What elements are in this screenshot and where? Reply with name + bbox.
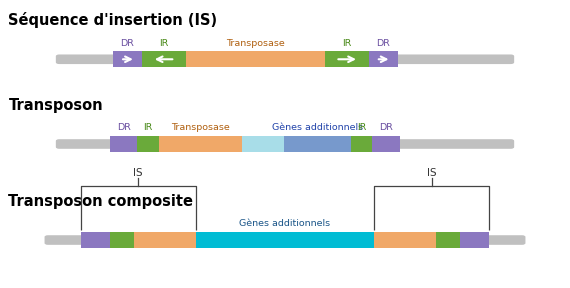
Bar	[196, 232, 374, 248]
Text: DR: DR	[376, 39, 390, 48]
Text: Transposase: Transposase	[171, 124, 230, 132]
Bar	[324, 51, 369, 67]
Text: IR: IR	[342, 39, 351, 48]
Text: DR: DR	[121, 39, 135, 48]
Bar	[113, 51, 142, 67]
Bar	[158, 136, 242, 152]
Bar	[110, 136, 137, 152]
Text: IR: IR	[160, 39, 169, 48]
FancyBboxPatch shape	[56, 139, 514, 149]
Bar	[134, 232, 196, 248]
Bar	[436, 232, 460, 248]
Bar	[374, 232, 436, 248]
Bar	[284, 136, 351, 152]
Bar	[242, 136, 284, 152]
Text: IS: IS	[427, 168, 437, 178]
Text: IR: IR	[143, 124, 153, 132]
FancyBboxPatch shape	[56, 54, 514, 64]
Text: IS: IS	[133, 168, 143, 178]
Bar	[351, 136, 372, 152]
Text: Gènes additionnels: Gènes additionnels	[239, 219, 331, 228]
Bar	[186, 51, 324, 67]
Bar	[142, 51, 186, 67]
Text: Transposase: Transposase	[226, 39, 285, 48]
Bar	[110, 232, 134, 248]
Bar	[460, 232, 489, 248]
Bar	[369, 51, 398, 67]
Bar	[372, 136, 400, 152]
Text: IR: IR	[357, 124, 367, 132]
FancyBboxPatch shape	[44, 235, 526, 245]
Bar	[137, 136, 158, 152]
Bar	[81, 232, 110, 248]
Text: Séquence d'insertion (IS): Séquence d'insertion (IS)	[9, 12, 218, 29]
Text: DR: DR	[117, 124, 131, 132]
Text: Transposon composite: Transposon composite	[9, 194, 193, 209]
Text: Gènes additionnels: Gènes additionnels	[272, 124, 363, 132]
Text: DR: DR	[379, 124, 393, 132]
Text: Transposon: Transposon	[9, 98, 103, 113]
